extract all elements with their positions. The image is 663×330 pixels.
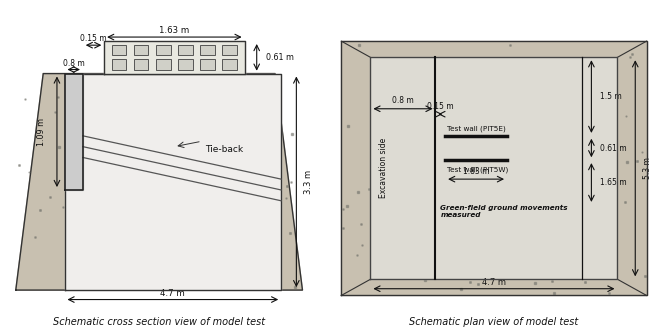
Bar xyxy=(134,59,149,70)
Text: 1.5 m: 1.5 m xyxy=(599,92,621,101)
Text: 0.15 m: 0.15 m xyxy=(427,102,453,111)
Bar xyxy=(178,59,193,70)
Bar xyxy=(200,59,215,70)
Text: Schematic cross section view of model test: Schematic cross section view of model te… xyxy=(53,317,265,327)
Polygon shape xyxy=(371,57,617,279)
Text: 4.7 m: 4.7 m xyxy=(482,278,506,287)
Text: 1.09 m: 1.09 m xyxy=(37,118,46,146)
Text: 5.3 m: 5.3 m xyxy=(643,157,652,179)
Polygon shape xyxy=(16,74,302,290)
Text: 1.63 m: 1.63 m xyxy=(159,26,190,35)
Text: 3.3 m: 3.3 m xyxy=(304,170,313,194)
Bar xyxy=(200,45,215,55)
Bar xyxy=(178,45,193,55)
Text: 0.8 m: 0.8 m xyxy=(63,59,85,68)
Bar xyxy=(156,45,170,55)
Text: 0.61 m: 0.61 m xyxy=(599,144,626,152)
Bar xyxy=(134,45,149,55)
Polygon shape xyxy=(64,74,83,190)
Text: 0.61 m: 0.61 m xyxy=(266,53,294,62)
Polygon shape xyxy=(341,41,646,295)
Text: Schematic plan view of model test: Schematic plan view of model test xyxy=(409,317,579,327)
Bar xyxy=(156,59,170,70)
Text: 4.7 m: 4.7 m xyxy=(160,289,185,298)
Polygon shape xyxy=(64,74,281,290)
Bar xyxy=(222,59,237,70)
Bar xyxy=(112,45,127,55)
Text: Excavation side: Excavation side xyxy=(379,138,388,198)
Text: 0.8 m: 0.8 m xyxy=(392,96,414,105)
Text: Test wall (PIT5E): Test wall (PIT5E) xyxy=(447,125,506,132)
Text: Green-field ground movements
measured: Green-field ground movements measured xyxy=(440,205,568,218)
Text: 1.83 m: 1.83 m xyxy=(463,167,489,176)
Bar xyxy=(222,45,237,55)
Text: 0.15 m: 0.15 m xyxy=(80,34,107,43)
Text: Tie-back: Tie-back xyxy=(205,145,243,154)
Text: Test wall (PIT5W): Test wall (PIT5W) xyxy=(447,166,508,173)
Polygon shape xyxy=(104,41,245,74)
Text: 1.65 m: 1.65 m xyxy=(599,178,626,187)
Bar xyxy=(112,59,127,70)
